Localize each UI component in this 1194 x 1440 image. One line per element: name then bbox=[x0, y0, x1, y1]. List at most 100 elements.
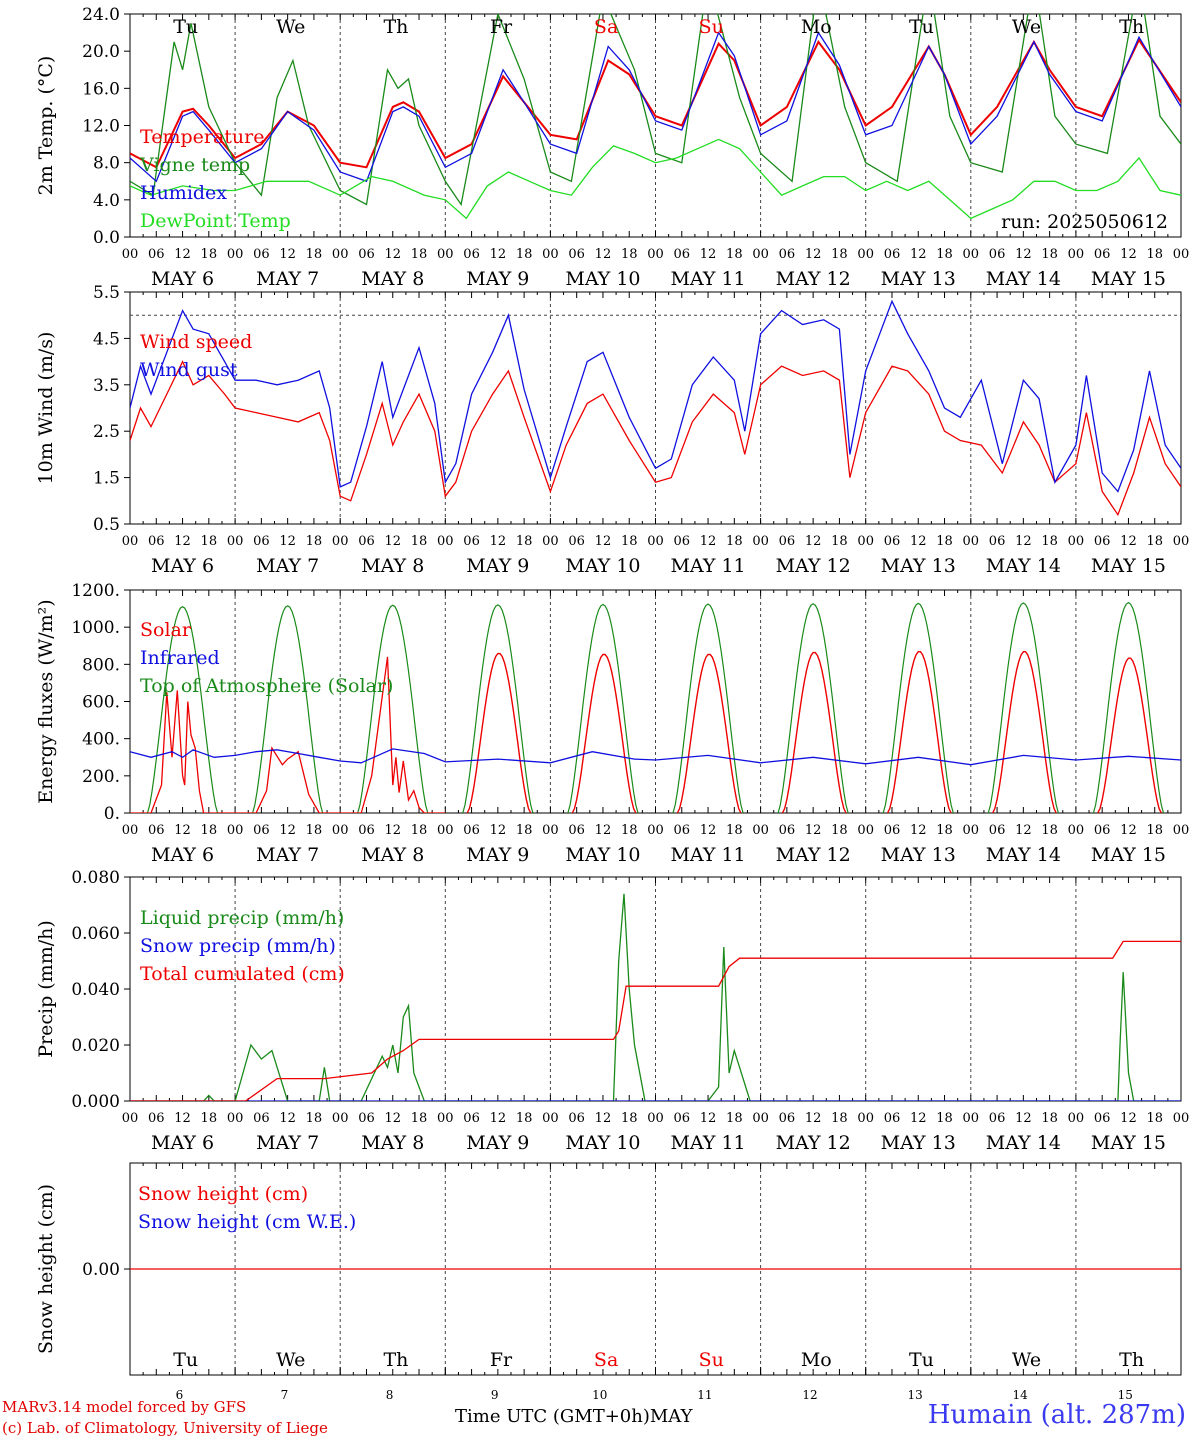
series-toa-solar bbox=[987, 602, 1059, 814]
hour-tick-label: 12 bbox=[174, 247, 191, 262]
day-number-label: 9 bbox=[491, 1388, 499, 1402]
y-tick-label: 16.0 bbox=[82, 79, 120, 99]
hour-tick-label: 12 bbox=[1015, 534, 1032, 549]
legend-entry: Wind speed bbox=[140, 331, 252, 353]
y-tick-label: 0.040 bbox=[71, 980, 120, 1000]
hour-tick-label: 00 bbox=[542, 1111, 559, 1126]
hour-tick-label: 12 bbox=[910, 1111, 927, 1126]
hour-tick-label: 06 bbox=[148, 534, 165, 549]
date-label: MAY 10 bbox=[565, 555, 640, 577]
hour-tick-label: 00 bbox=[122, 823, 139, 838]
y-tick-label: 0.080 bbox=[71, 868, 120, 888]
y-tick-label: 0.0 bbox=[93, 228, 120, 248]
series-wind-gust bbox=[130, 299, 1181, 493]
hour-tick-label: 18 bbox=[726, 823, 743, 838]
hour-tick-label: 18 bbox=[621, 1111, 638, 1126]
hour-tick-label: 18 bbox=[516, 823, 533, 838]
date-label: MAY 9 bbox=[466, 268, 529, 290]
hour-tick-label: 12 bbox=[1120, 823, 1137, 838]
hour-tick-label: 00 bbox=[332, 1111, 349, 1126]
y-axis-label: Snow height (cm) bbox=[35, 1184, 57, 1354]
series-toa-solar bbox=[357, 604, 429, 814]
hour-tick-label: 18 bbox=[726, 1111, 743, 1126]
date-label: MAY 15 bbox=[1091, 1132, 1166, 1154]
hour-tick-label: 18 bbox=[831, 534, 848, 549]
date-label: MAY 8 bbox=[361, 844, 424, 866]
date-label: MAY 6 bbox=[151, 844, 214, 866]
date-label: MAY 8 bbox=[361, 1132, 424, 1154]
series-wind-speed bbox=[130, 360, 1181, 517]
date-label: MAY 13 bbox=[881, 1132, 956, 1154]
hour-tick-label: 18 bbox=[831, 823, 848, 838]
hour-tick-label: 00 bbox=[1173, 534, 1190, 549]
hour-tick-label: 00 bbox=[122, 247, 139, 262]
hour-tick-label: 12 bbox=[490, 823, 507, 838]
date-label: MAY 14 bbox=[986, 1132, 1061, 1154]
legend-entry: Humidex bbox=[140, 182, 227, 204]
hour-tick-label: 18 bbox=[1146, 534, 1163, 549]
series-toa-solar bbox=[462, 604, 534, 814]
hour-tick-label: 00 bbox=[332, 247, 349, 262]
hour-tick-label: 00 bbox=[963, 823, 980, 838]
hour-tick-label: 00 bbox=[857, 247, 874, 262]
hour-tick-label: 00 bbox=[122, 534, 139, 549]
legend-entry: Snow height (cm) bbox=[138, 1183, 308, 1205]
hour-tick-label: 18 bbox=[936, 247, 953, 262]
hour-tick-label: 18 bbox=[201, 534, 218, 549]
weekday-label-bottom: Th bbox=[383, 1349, 408, 1371]
series-toa-solar bbox=[252, 605, 324, 814]
hour-tick-label: 06 bbox=[674, 247, 691, 262]
weekday-label-top: We bbox=[1012, 16, 1041, 38]
panel-2 bbox=[124, 291, 1182, 525]
legend-entry: Snow height (cm W.E.) bbox=[138, 1211, 356, 1233]
hour-tick-label: 06 bbox=[779, 534, 796, 549]
series-toa-solar bbox=[882, 602, 954, 814]
hour-tick-label: 00 bbox=[122, 1111, 139, 1126]
hour-tick-label: 00 bbox=[542, 247, 559, 262]
hour-tick-label: 12 bbox=[700, 534, 717, 549]
date-label: MAY 7 bbox=[256, 1132, 319, 1154]
hour-tick-label: 12 bbox=[700, 823, 717, 838]
date-label: MAY 12 bbox=[776, 268, 851, 290]
date-label: MAY 7 bbox=[256, 268, 319, 290]
y-axis-label: 2m Temp. (°C) bbox=[35, 56, 57, 196]
hour-tick-label: 00 bbox=[647, 1111, 664, 1126]
hour-tick-label: 12 bbox=[490, 247, 507, 262]
hour-tick-label: 18 bbox=[201, 823, 218, 838]
panel-frame bbox=[129, 589, 1182, 814]
hour-tick-label: 18 bbox=[831, 1111, 848, 1126]
hour-tick-label: 00 bbox=[1068, 1111, 1085, 1126]
hour-tick-label: 06 bbox=[779, 1111, 796, 1126]
hour-tick-label: 12 bbox=[595, 534, 612, 549]
series-vigne-temp bbox=[130, 14, 1181, 207]
hour-tick-label: 06 bbox=[253, 1111, 270, 1126]
series-liquid-precip-mm-h bbox=[130, 893, 1181, 1101]
hour-tick-label: 00 bbox=[542, 823, 559, 838]
day-number-label: 13 bbox=[907, 1388, 922, 1402]
date-label: MAY 8 bbox=[361, 555, 424, 577]
hour-tick-label: 18 bbox=[306, 823, 323, 838]
legend-entry: Temperature bbox=[140, 126, 264, 148]
legend-entry: Wind gust bbox=[140, 359, 238, 381]
day-number-label: 12 bbox=[802, 1388, 817, 1402]
hour-tick-label: 00 bbox=[437, 823, 454, 838]
legend-entry: Top of Atmosphere (Solar) bbox=[140, 675, 393, 697]
weekday-label-top: Th bbox=[1119, 16, 1144, 38]
hour-tick-label: 18 bbox=[726, 247, 743, 262]
date-label: MAY 11 bbox=[670, 844, 745, 866]
hour-tick-label: 18 bbox=[411, 247, 428, 262]
date-label: MAY 6 bbox=[151, 1132, 214, 1154]
time-axis-month: MAY bbox=[649, 1406, 693, 1427]
panel-4 bbox=[124, 876, 1182, 1102]
hour-tick-label: 00 bbox=[857, 823, 874, 838]
hour-tick-label: 12 bbox=[595, 823, 612, 838]
y-tick-label: 2.5 bbox=[93, 422, 120, 442]
hour-tick-label: 12 bbox=[805, 1111, 822, 1126]
hour-tick-label: 18 bbox=[411, 823, 428, 838]
hour-tick-label: 18 bbox=[306, 1111, 323, 1126]
time-axis-label: Time UTC (GMT+0h)MAY bbox=[455, 1406, 692, 1427]
hour-tick-label: 06 bbox=[463, 823, 480, 838]
hour-tick-label: 00 bbox=[647, 823, 664, 838]
hour-tick-label: 06 bbox=[568, 823, 585, 838]
hour-tick-label: 00 bbox=[1173, 1111, 1190, 1126]
